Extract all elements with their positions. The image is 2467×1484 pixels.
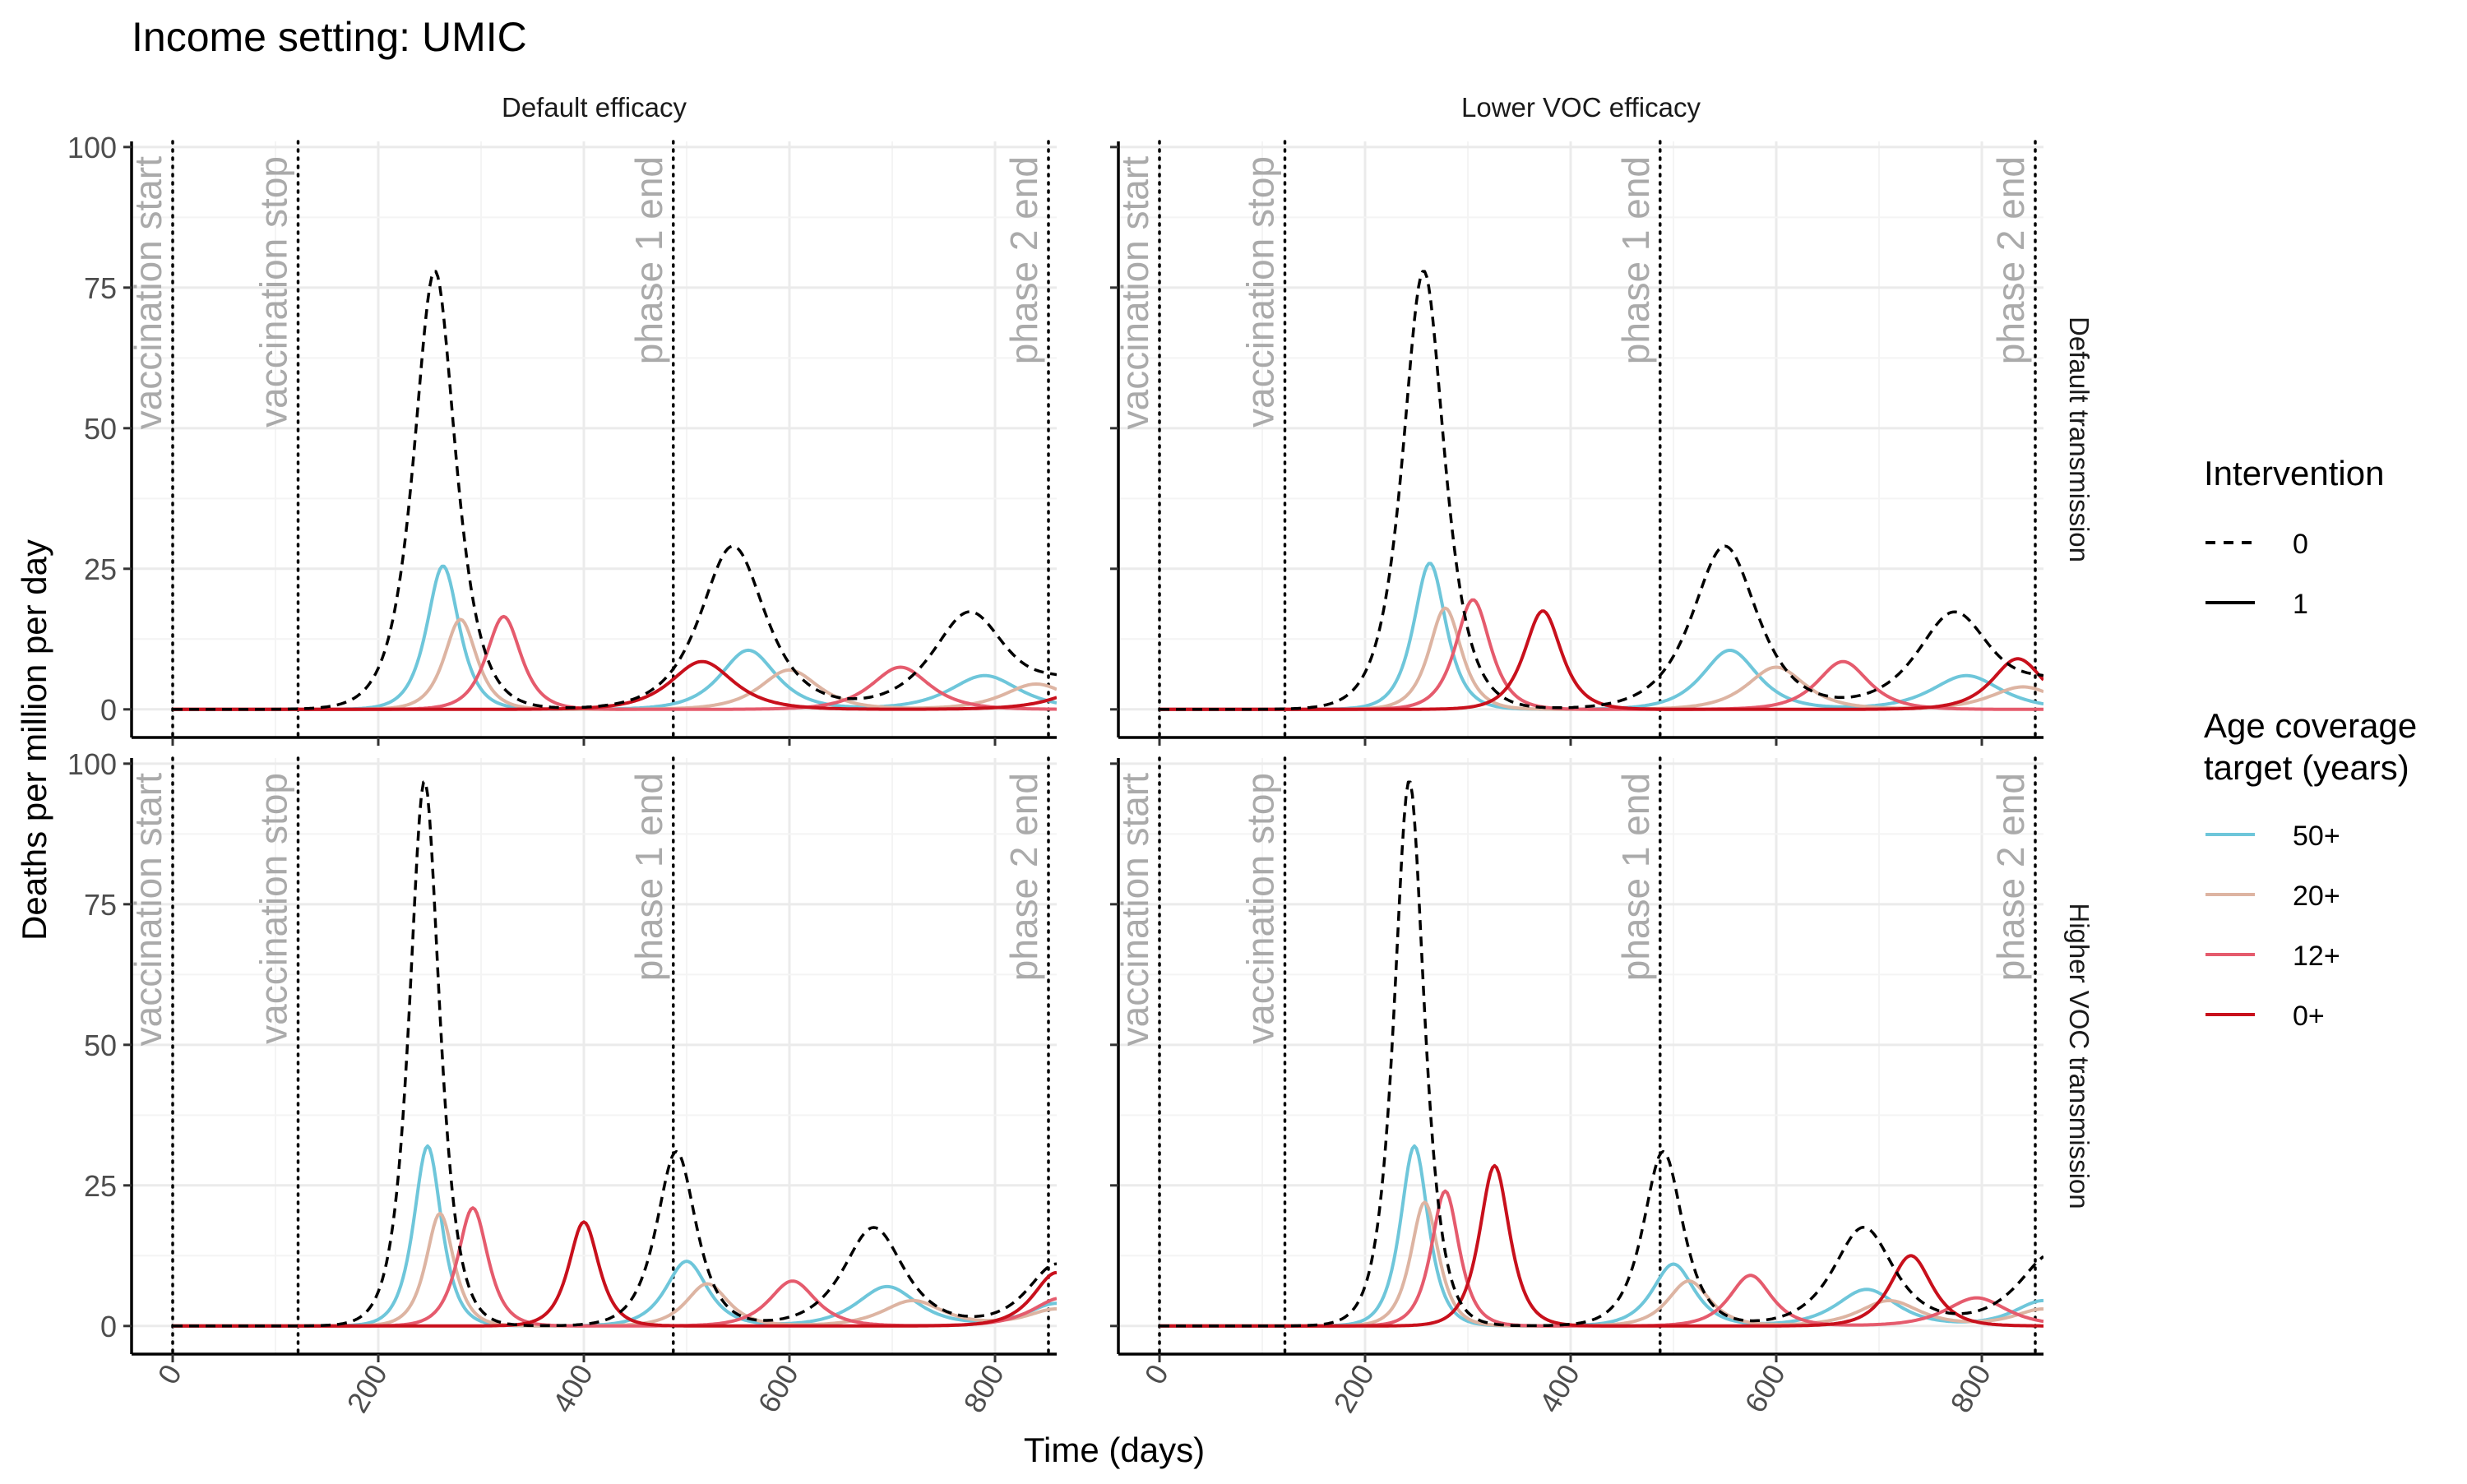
vline-labels: vaccination start vaccination stop phase 1… [127, 773, 1045, 1047]
legend-age-label: 20+ [2293, 881, 2340, 912]
vline-labels: vaccination start vaccination stop phase 1… [127, 156, 1045, 430]
series-line-age-0plus [1159, 1163, 2043, 1328]
panels-layer: vaccination start vaccination stop phase 1… [67, 92, 2094, 1418]
panel-3: vaccination start vaccination stop phase 1… [67, 747, 1057, 1418]
y-tick-label: 50 [84, 1029, 117, 1062]
y-tick-label: 100 [67, 747, 117, 781]
y-tick-label: 25 [84, 1169, 117, 1203]
legend-intervention-label: 1 [2293, 589, 2308, 620]
vline-label: vaccination start [127, 773, 169, 1047]
x-tick-label: 400 [1532, 1359, 1586, 1419]
vline-label: vaccination stop [1239, 773, 1282, 1044]
vline-label: phase 1 end [627, 773, 670, 981]
series-line-intervention-0 [173, 780, 1057, 1328]
x-tick-label: 200 [1326, 1359, 1381, 1419]
y-tick-label: 0 [100, 693, 117, 727]
x-tick-label: 600 [1738, 1359, 1792, 1419]
y-tick-label: 75 [84, 888, 117, 922]
chart-title: Income setting: UMIC [132, 14, 527, 60]
vline-labels: vaccination start vaccination stop phase 1… [1113, 156, 2032, 430]
vline-label: vaccination stop [1239, 156, 1282, 428]
facet-row-label: Default transmission [2064, 317, 2094, 562]
series-line-intervention-0 [173, 270, 1057, 711]
series-line-age-12plus [1159, 598, 2043, 711]
x-tick-label: 0 [1137, 1359, 1175, 1390]
x-tick-label: 800 [956, 1359, 1011, 1419]
x-axis-title: Time (days) [1024, 1431, 1205, 1469]
facet-col-label: Lower VOC efficacy [1461, 92, 1701, 123]
x-tick-label: 0 [150, 1359, 188, 1390]
vline-labels: vaccination start vaccination stop phase 1… [1113, 773, 2032, 1047]
y-tick-label: 0 [100, 1310, 117, 1343]
series-line-age-0plus [173, 659, 1057, 711]
panel-4: vaccination start vaccination stop phase 1… [1110, 756, 2094, 1419]
vline-label: phase 2 end [1002, 773, 1045, 981]
series-line-age-50plus [173, 564, 1057, 711]
vline-label: vaccination start [1113, 773, 1156, 1047]
legend-intervention-title: Intervention [2204, 454, 2384, 492]
panel-1: vaccination start vaccination stop phase 1… [67, 92, 1057, 746]
legend-age-label: 12+ [2293, 941, 2340, 972]
vline-label: vaccination stop [252, 773, 295, 1044]
vline-label: vaccination start [127, 156, 169, 430]
y-tick-label: 100 [67, 131, 117, 164]
vline-label: phase 2 end [1002, 156, 1045, 364]
vline-label: phase 1 end [1614, 773, 1657, 981]
series-lines [173, 270, 1057, 711]
x-tick-label: 200 [340, 1359, 394, 1419]
series-line-age-20plus [1159, 1200, 2043, 1328]
x-tick-label: 800 [1943, 1359, 1997, 1419]
y-tick-label: 50 [84, 412, 117, 446]
vline-label: phase 2 end [1989, 156, 2032, 364]
legend-age-label: 0+ [2293, 1001, 2325, 1032]
series-lines [1159, 780, 2043, 1328]
series-lines [1159, 270, 2043, 711]
series-line-intervention-0 [1159, 780, 2043, 1328]
legend-age-title-2: target (years) [2204, 748, 2409, 787]
x-tick-label: 400 [545, 1359, 599, 1419]
series-line-age-50plus [1159, 1144, 2043, 1328]
y-axis-title: Deaths per million per day [15, 539, 53, 941]
legend-age-label: 50+ [2293, 821, 2340, 852]
facet-row-label: Higher VOC transmission [2064, 903, 2094, 1209]
vline-label: phase 2 end [1989, 773, 2032, 981]
vline-label: vaccination start [1113, 156, 1156, 430]
series-line-age-50plus [173, 1144, 1057, 1328]
y-tick-label: 25 [84, 552, 117, 586]
vline-label: vaccination stop [252, 156, 295, 428]
panel-2: vaccination start vaccination stop phase 1… [1110, 92, 2094, 746]
facet-col-label: Default efficacy [502, 92, 687, 123]
x-tick-label: 600 [751, 1359, 805, 1419]
vline-label: phase 1 end [1614, 156, 1657, 364]
legend-intervention-label: 0 [2293, 529, 2308, 560]
vline-label: phase 1 end [627, 156, 670, 364]
legend-age-title: Age coverage [2204, 706, 2417, 745]
series-lines [173, 780, 1057, 1328]
series-line-intervention-0 [1159, 270, 2043, 711]
series-line-age-0plus [173, 1220, 1057, 1328]
series-line-age-50plus [1159, 562, 2043, 711]
y-tick-label: 75 [84, 271, 117, 305]
